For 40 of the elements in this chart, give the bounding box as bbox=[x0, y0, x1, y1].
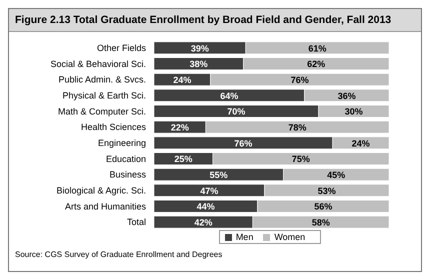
data-label: 62% bbox=[307, 59, 326, 70]
data-label: 47% bbox=[200, 186, 218, 196]
data-label: 76% bbox=[290, 75, 309, 86]
y-tick-label: Total bbox=[126, 217, 146, 228]
y-tick-label: Health Sciences bbox=[80, 122, 146, 132]
data-label: 38% bbox=[190, 59, 208, 70]
y-tick-label: Other Fields bbox=[96, 42, 146, 53]
y-tick-label: Math & Computer Sci. bbox=[58, 106, 146, 116]
legend-label: Men bbox=[236, 232, 254, 242]
y-tick-label: Business bbox=[109, 170, 146, 180]
data-label: 56% bbox=[314, 202, 332, 212]
data-label: 22% bbox=[170, 122, 189, 133]
data-label: 78% bbox=[288, 122, 306, 133]
y-tick-label: Education bbox=[106, 154, 146, 164]
y-tick-label: Social & Behavioral Sci. bbox=[50, 58, 146, 69]
data-label: 36% bbox=[338, 90, 356, 101]
data-label: 64% bbox=[220, 90, 238, 101]
data-label: 75% bbox=[292, 154, 310, 164]
series-label: Women bbox=[274, 232, 306, 242]
data-label: 76% bbox=[234, 138, 252, 148]
data-label: 55% bbox=[210, 170, 228, 180]
y-tick-label: Arts and Humanities bbox=[64, 201, 146, 212]
data-label: 30% bbox=[344, 106, 363, 117]
data-label: 70% bbox=[227, 106, 246, 117]
data-label: 61% bbox=[308, 43, 326, 54]
data-label: 24% bbox=[173, 75, 192, 86]
y-tick-label: Engineering bbox=[98, 138, 146, 148]
source-note: Source: CGS Survey of Graduate Enrollment and Degrees bbox=[14, 249, 224, 261]
data-label: 25% bbox=[174, 154, 192, 164]
data-label: 53% bbox=[318, 186, 336, 196]
data-label: 45% bbox=[327, 170, 346, 180]
chart-title: Figure 2.13 Total Graduate Enrollment by Broad Field and Gender, Fall 2013 bbox=[9, 9, 421, 32]
y-tick-label: Biological & Agric. Sci. bbox=[56, 185, 146, 196]
data-label: 44% bbox=[196, 202, 215, 212]
y-tick-label: Public Admin. & Svcs. bbox=[58, 74, 146, 85]
data-label: 58% bbox=[312, 218, 330, 228]
y-tick-label: Physical & Earth Sci. bbox=[62, 90, 146, 100]
data-label: 42% bbox=[194, 218, 212, 228]
data-label: 39% bbox=[190, 43, 209, 54]
data-label: 24% bbox=[352, 138, 370, 148]
